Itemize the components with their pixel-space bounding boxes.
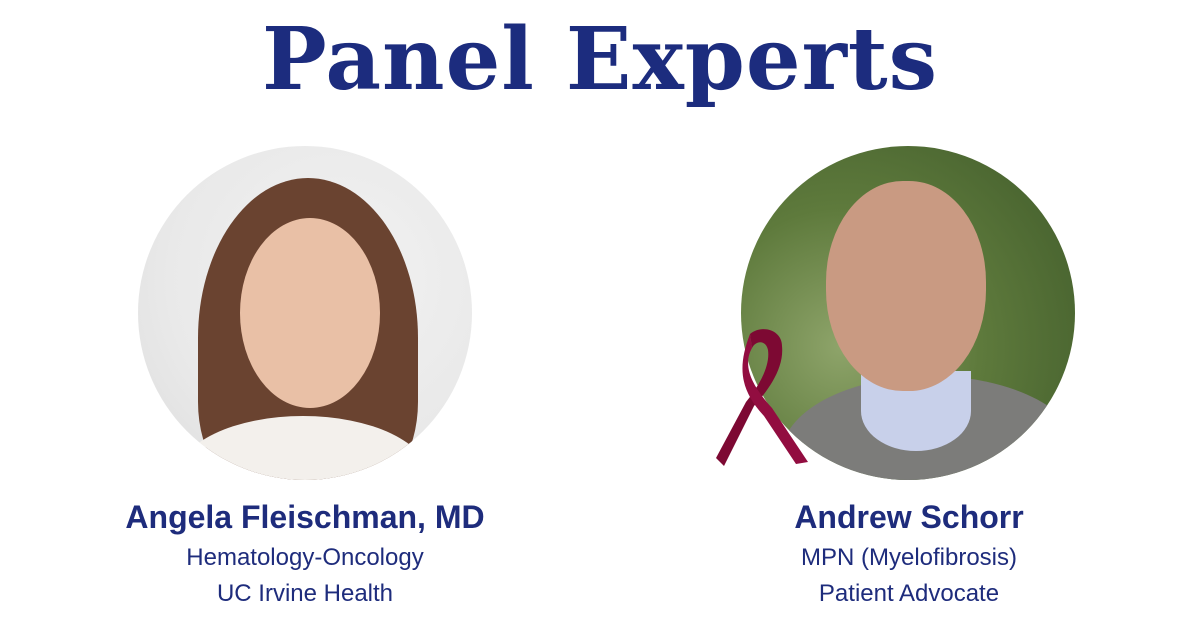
expert-photo-andrew-schorr (741, 146, 1075, 480)
expert-name: Angela Fleischman, MD (125, 499, 485, 535)
expert-specialty: Hematology-Oncology (186, 544, 424, 571)
expert-specialty: MPN (Myelofibrosis) (800, 544, 1018, 571)
page-title: Panel Experts (261, 9, 939, 110)
awareness-ribbon-icon (716, 329, 808, 466)
expert-name: Andrew Schorr (794, 499, 1024, 535)
expert-affiliation: UC Irvine Health (216, 580, 394, 607)
expert-photo-angela-fleischman (138, 146, 472, 480)
expert-role: Patient Advocate (818, 580, 1000, 607)
